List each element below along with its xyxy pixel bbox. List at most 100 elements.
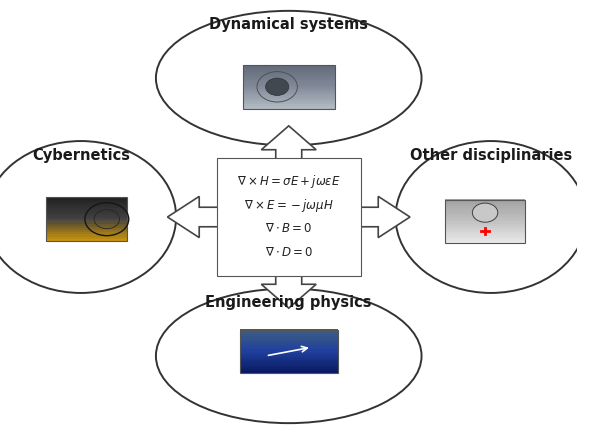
Text: Engineering physics: Engineering physics	[205, 295, 372, 310]
Bar	[445, 238, 526, 241]
Bar	[242, 86, 335, 89]
Polygon shape	[168, 196, 289, 237]
Bar	[240, 351, 338, 354]
Bar	[445, 199, 526, 202]
Bar	[445, 223, 526, 226]
Ellipse shape	[395, 141, 586, 293]
Bar	[240, 330, 338, 373]
Bar	[240, 368, 338, 371]
Bar	[242, 93, 335, 95]
Bar	[240, 338, 338, 341]
Bar	[242, 84, 335, 87]
Bar	[46, 208, 127, 210]
Bar	[240, 371, 338, 373]
Text: $\nabla \cdot B = 0$: $\nabla \cdot B = 0$	[265, 222, 312, 235]
Bar	[240, 332, 338, 334]
Bar	[240, 336, 338, 339]
Bar	[445, 236, 526, 239]
Bar	[46, 201, 127, 204]
Bar	[445, 217, 526, 219]
FancyBboxPatch shape	[217, 158, 361, 276]
Bar	[242, 102, 335, 104]
Bar	[445, 232, 526, 234]
Bar	[242, 82, 335, 85]
Circle shape	[266, 78, 289, 95]
Bar	[445, 230, 526, 232]
Bar	[240, 364, 338, 367]
Ellipse shape	[0, 141, 176, 293]
Bar	[445, 210, 526, 213]
Bar	[46, 197, 127, 241]
Ellipse shape	[156, 11, 421, 145]
Bar	[46, 232, 127, 234]
Bar	[242, 80, 335, 82]
Bar	[240, 340, 338, 343]
Bar	[240, 345, 338, 347]
Bar	[445, 225, 526, 228]
Bar	[445, 221, 526, 224]
Bar	[445, 240, 526, 243]
Text: $\nabla \times H = \sigma E + j\omega\varepsilon E$: $\nabla \times H = \sigma E + j\omega\va…	[237, 173, 340, 191]
Bar	[240, 329, 338, 332]
Bar	[46, 217, 127, 219]
Bar	[445, 214, 526, 217]
Bar	[46, 225, 127, 228]
Bar	[242, 104, 335, 106]
Bar	[46, 206, 127, 208]
Bar	[445, 227, 526, 230]
Text: Dynamical systems: Dynamical systems	[209, 17, 368, 33]
Bar	[46, 199, 127, 202]
Bar	[240, 353, 338, 356]
Bar	[242, 89, 335, 91]
Bar	[46, 219, 127, 221]
Bar	[46, 230, 127, 232]
Text: Cybernetics: Cybernetics	[32, 148, 130, 163]
Bar	[445, 201, 526, 204]
Bar	[240, 358, 338, 360]
Bar	[242, 69, 335, 72]
Bar	[46, 214, 127, 217]
Bar	[46, 197, 127, 200]
Bar	[46, 227, 127, 230]
Bar	[240, 360, 338, 362]
Polygon shape	[261, 217, 316, 308]
Text: Other disciplinaries: Other disciplinaries	[409, 148, 572, 163]
Text: $\nabla \times E = -j\omega\mu H$: $\nabla \times E = -j\omega\mu H$	[244, 197, 333, 214]
Bar	[242, 67, 335, 69]
Bar	[445, 204, 526, 206]
Bar	[240, 349, 338, 352]
Bar	[46, 204, 127, 206]
Bar	[242, 73, 335, 76]
Bar	[46, 210, 127, 213]
Circle shape	[473, 203, 498, 222]
Text: $\nabla \cdot D = 0$: $\nabla \cdot D = 0$	[264, 246, 313, 259]
Polygon shape	[261, 126, 316, 217]
Bar	[242, 95, 335, 98]
Bar	[445, 212, 526, 215]
Bar	[242, 65, 335, 67]
Bar	[242, 76, 335, 78]
Bar	[46, 221, 127, 224]
Bar	[240, 342, 338, 345]
Bar	[46, 238, 127, 241]
Bar	[242, 91, 335, 93]
Bar	[445, 206, 526, 208]
Ellipse shape	[156, 289, 421, 423]
Bar	[46, 236, 127, 239]
Bar	[240, 366, 338, 369]
Bar	[242, 97, 335, 100]
Bar	[240, 362, 338, 365]
Bar	[240, 334, 338, 336]
Bar	[445, 234, 526, 237]
Bar	[240, 355, 338, 358]
Polygon shape	[289, 196, 410, 237]
Bar	[445, 208, 526, 210]
Bar	[242, 78, 335, 80]
Bar	[240, 347, 338, 349]
Bar	[46, 212, 127, 215]
Bar	[242, 99, 335, 102]
Bar	[242, 71, 335, 74]
Bar	[445, 219, 526, 221]
Bar	[242, 65, 335, 108]
Bar	[445, 200, 526, 243]
